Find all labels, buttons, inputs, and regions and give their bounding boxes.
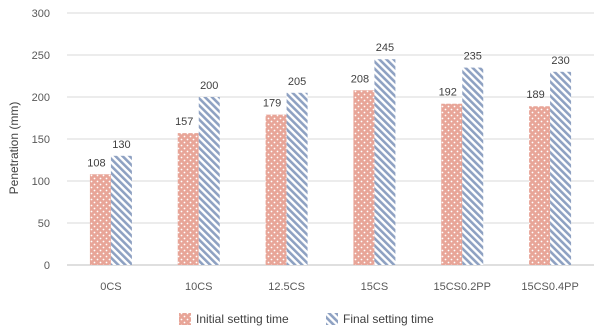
legend-swatch-initial	[179, 313, 191, 325]
x-axis-ticks: 0CS 10CS 12.5CS 15CS 15CS0.2PP 15CS0.4PP	[100, 281, 579, 293]
y-axis-ticks: 0 50 100 150 200 250 300	[32, 8, 50, 272]
x-tick-label: 0CS	[100, 281, 121, 293]
y-tick-label: 250	[32, 50, 50, 62]
legend: Initial setting time Final setting time	[179, 312, 434, 326]
data-label-initial: 192	[439, 87, 457, 99]
bar-final-15CS0_2PP	[462, 67, 484, 265]
data-label-final: 245	[376, 42, 394, 54]
data-label-final: 205	[288, 76, 306, 88]
bars	[89, 59, 572, 266]
data-label-initial: 179	[263, 98, 281, 110]
data-label-initial: 108	[87, 157, 105, 169]
x-tick-label: 15CS0.4PP	[521, 281, 578, 293]
x-tick-label: 10CS	[185, 281, 213, 293]
data-label-initial: 208	[351, 73, 369, 85]
gridlines	[67, 12, 594, 266]
x-tick-label: 12.5CS	[268, 281, 305, 293]
data-label-final: 200	[200, 80, 218, 92]
y-tick-label: 150	[32, 134, 50, 146]
data-label-final: 235	[464, 51, 482, 63]
bar-final-0CS	[110, 155, 132, 265]
data-label-initial: 157	[175, 116, 193, 128]
y-tick-label: 300	[32, 8, 50, 20]
legend-label-initial: Initial setting time	[196, 312, 289, 326]
bar-final-12_5CS	[286, 92, 308, 265]
y-axis-title: Penetration (mm)	[7, 102, 21, 195]
bar-initial-10CS	[177, 133, 199, 265]
bar-initial-12_5CS	[265, 114, 287, 265]
bar-final-15CS0_4PP	[550, 71, 572, 265]
legend-label-final: Final setting time	[343, 312, 434, 326]
bar-initial-0CS	[89, 174, 111, 265]
x-tick-label: 15CS	[361, 281, 389, 293]
bar-final-10CS	[198, 97, 220, 265]
x-tick-label: 15CS0.2PP	[434, 281, 491, 293]
data-label-final: 130	[112, 139, 130, 151]
y-tick-label: 200	[32, 92, 50, 104]
bar-initial-15CS	[353, 90, 375, 265]
y-tick-label: 0	[44, 260, 50, 272]
bar-initial-15CS0_2PP	[441, 103, 463, 265]
legend-swatch-final	[326, 313, 338, 325]
bar-initial-15CS0_4PP	[529, 106, 551, 266]
y-tick-label: 50	[38, 218, 50, 230]
data-label-initial: 189	[526, 89, 544, 101]
bar-final-15CS	[374, 59, 396, 266]
data-label-final: 230	[551, 55, 569, 67]
data-labels: 108 130 157 200 179 205 208 245 192 235 189 230	[87, 42, 570, 169]
y-tick-label: 100	[32, 176, 50, 188]
